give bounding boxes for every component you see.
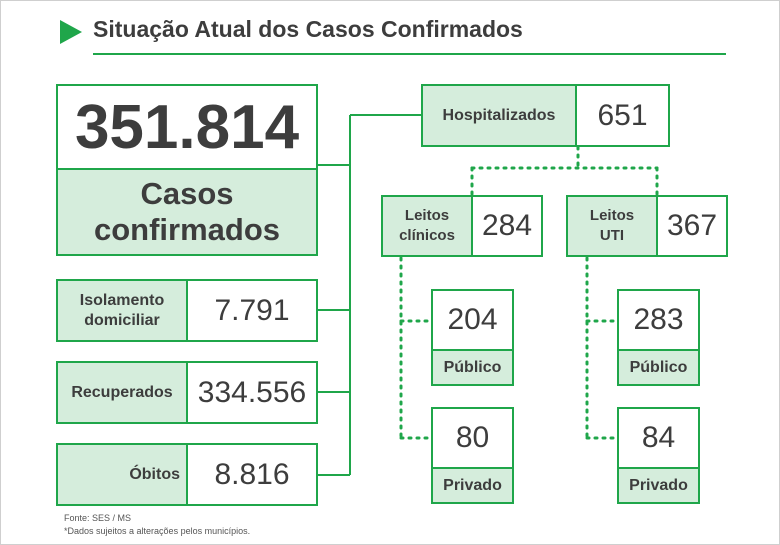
confirmed-cases-value: 351.814 xyxy=(74,92,300,162)
leitos-clinicos-label-line2: clínicos xyxy=(399,227,455,244)
disclaimer-note: *Dados sujeitos a alterações pelos munic… xyxy=(64,526,251,536)
play-arrow-icon xyxy=(60,20,82,44)
confirmed-cases-label: Casos confirmados xyxy=(58,168,316,254)
hospitalizados-label: Hospitalizados xyxy=(423,86,577,145)
recuperados-card: Recuperados 334.556 xyxy=(56,361,318,424)
uti-privado-label: Privado xyxy=(619,467,698,502)
obitos-card: Óbitos 8.816 xyxy=(56,443,318,506)
title-divider xyxy=(93,53,726,55)
leitos-clinicos-label: Leitos clínicos xyxy=(383,197,473,255)
leitos-clinicos-value: 284 xyxy=(481,209,533,242)
recuperados-value: 334.556 xyxy=(197,375,307,409)
hospitalizados-card: Hospitalizados 651 xyxy=(421,84,670,147)
leitos-uti-label-line1: Leitos xyxy=(589,207,635,224)
source-note: Fonte: SES / MS xyxy=(64,513,132,523)
leitos-uti-label-line2: UTI xyxy=(599,227,625,244)
obitos-value: 8.816 xyxy=(214,457,290,491)
confirmed-label-line2: confirmados xyxy=(93,212,281,247)
uti-privado-card: 84 Privado xyxy=(617,407,700,504)
clinicos-privado-card: 80 Privado xyxy=(431,407,514,504)
confirmed-cases-card: 351.814 Casos confirmados xyxy=(56,84,318,256)
uti-publico-card: 283 Público xyxy=(617,289,700,386)
clinicos-publico-value: 204 xyxy=(447,303,498,336)
uti-publico-value: 283 xyxy=(633,303,684,336)
leitos-uti-value: 367 xyxy=(666,209,718,242)
leitos-clinicos-card: Leitos clínicos 284 xyxy=(381,195,543,257)
isolamento-label: Isolamento domiciliar xyxy=(58,281,188,340)
leitos-uti-card: Leitos UTI 367 xyxy=(566,195,728,257)
clinicos-publico-label: Público xyxy=(433,349,512,384)
isolamento-label-line2: domiciliar xyxy=(84,311,160,329)
hospitalizados-value: 651 xyxy=(597,98,648,132)
clinicos-publico-card: 204 Público xyxy=(431,289,514,386)
recuperados-label: Recuperados xyxy=(58,363,188,422)
page-title: Situação Atual dos Casos Confirmados xyxy=(93,16,523,42)
uti-privado-value: 84 xyxy=(641,421,676,454)
leitos-uti-label: Leitos UTI xyxy=(568,197,658,255)
uti-publico-label: Público xyxy=(619,349,698,384)
confirmed-label-line1: Casos xyxy=(140,176,234,211)
clinicos-privado-value: 80 xyxy=(455,421,490,454)
clinicos-privado-label: Privado xyxy=(433,467,512,502)
obitos-label: Óbitos xyxy=(58,445,188,504)
isolamento-card: Isolamento domiciliar 7.791 xyxy=(56,279,318,342)
leitos-clinicos-label-line1: Leitos xyxy=(404,207,450,224)
isolamento-value: 7.791 xyxy=(214,293,290,327)
isolamento-label-line1: Isolamento xyxy=(79,291,165,309)
